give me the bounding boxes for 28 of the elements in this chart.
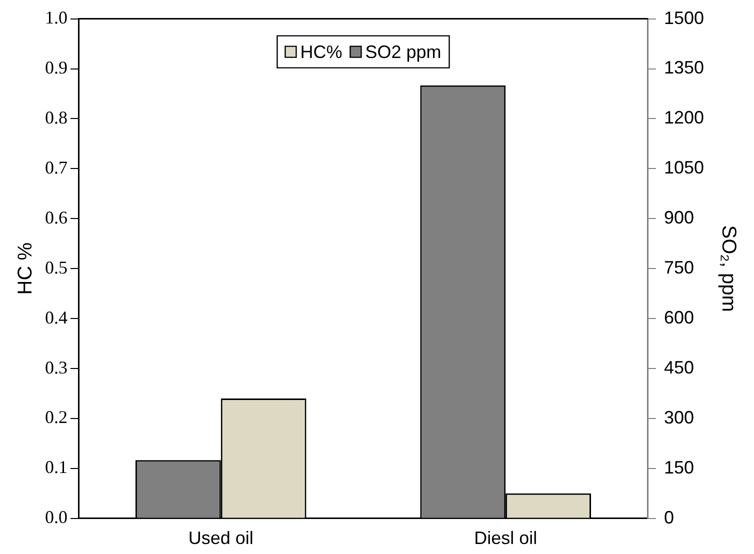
y2-tick-label: 0 <box>664 507 674 528</box>
y-tick-label: 0.6 <box>45 207 68 228</box>
y2-tick-label: 750 <box>664 258 694 278</box>
x-tick-label: Diesl oil <box>474 528 538 548</box>
x-tick-label: Used oil <box>188 528 254 548</box>
y2-tick-label: 300 <box>664 407 694 428</box>
y2-axis-title: SO₂, ppm <box>717 225 740 312</box>
y-tick-label: 0.4 <box>45 307 68 328</box>
y-tick-label: 0.5 <box>45 257 68 278</box>
y-axis-title: HC % <box>14 242 37 295</box>
y2-tick-label: 600 <box>664 308 694 328</box>
y-tick-label: 0.1 <box>45 457 68 478</box>
y-tick-label: 0.8 <box>45 107 68 128</box>
legend-label: HC% <box>300 42 342 62</box>
y2-tick-label: 1500 <box>664 8 704 28</box>
y2-tick-label: 1350 <box>664 58 704 78</box>
y-tick-label: 0.3 <box>45 357 68 378</box>
y-tick-label: 0.7 <box>45 157 68 178</box>
y-tick-label: 0.0 <box>45 507 68 528</box>
y-tick-label: 1.0 <box>45 8 68 28</box>
legend-label: SO2 ppm <box>365 42 442 62</box>
y-tick-label: 0.9 <box>45 57 68 78</box>
y2-tick-label: 1200 <box>664 108 704 128</box>
y-tick-label: 0.2 <box>45 407 68 428</box>
y2-tick-label: 450 <box>664 357 694 378</box>
y2-tick-label: 150 <box>664 457 694 478</box>
y2-tick-label: 1050 <box>664 158 704 178</box>
y2-tick-label: 900 <box>664 208 694 228</box>
